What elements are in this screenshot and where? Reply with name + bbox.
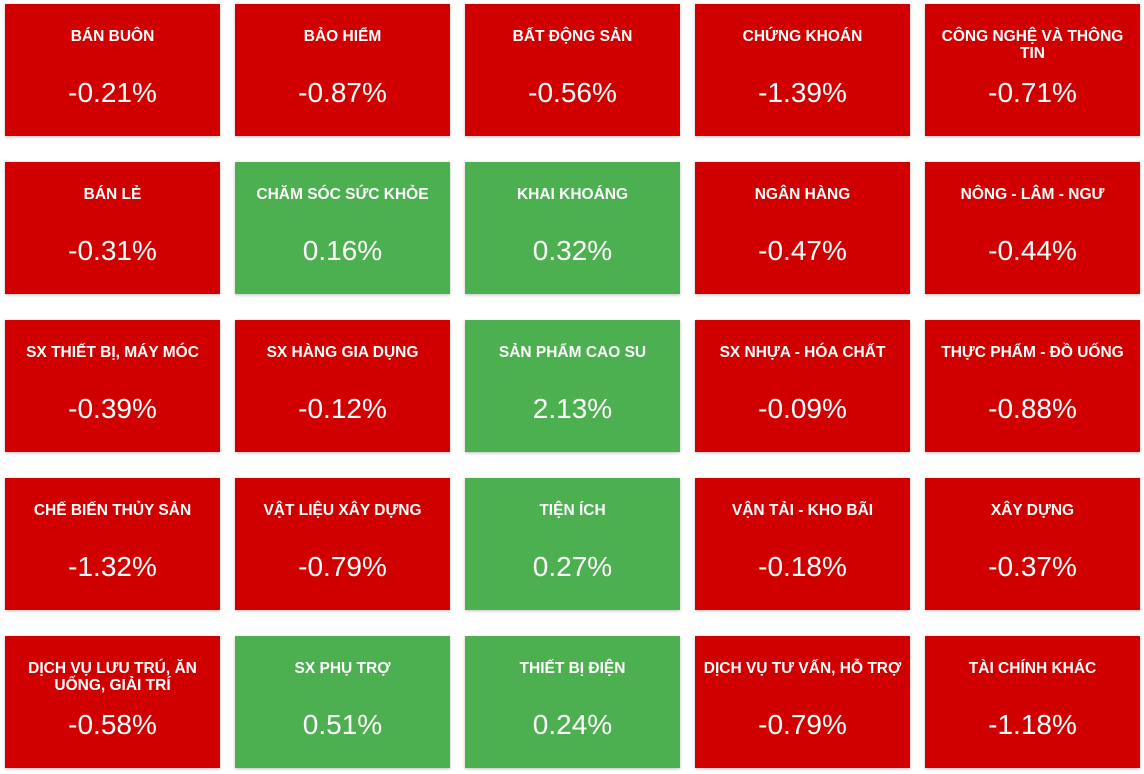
sector-name: THỰC PHẨM - ĐỒ UỐNG	[941, 344, 1124, 361]
sector-name: CÔNG NGHỆ VÀ THÔNG TIN	[941, 28, 1124, 62]
sector-tile[interactable]: CHỨNG KHOÁN -1.39%	[695, 4, 910, 136]
sector-name: SX PHỤ TRỢ	[294, 660, 391, 677]
sector-change-value: -0.12%	[298, 393, 387, 424]
sector-name: XÂY DỰNG	[990, 502, 1075, 519]
sector-name: VẬT LIỆU XÂY DỰNG	[263, 502, 422, 519]
sector-change-value: -1.39%	[758, 77, 847, 108]
sector-name: BÁN BUÔN	[70, 28, 155, 45]
sector-heatmap-grid: BÁN BUÔN -0.21% BẢO HIỂM -0.87% BẤT ĐỘNG SẢN…	[5, 4, 1140, 768]
sector-name: THIẾT BỊ ĐIỆN	[519, 660, 626, 677]
sector-tile[interactable]: NGÂN HÀNG -0.47%	[695, 162, 910, 294]
sector-change-value: -0.88%	[988, 393, 1077, 424]
sector-name: CHĂM SÓC SỨC KHỎE	[256, 186, 429, 203]
sector-tile[interactable]: SX HÀNG GIA DỤNG -0.12%	[235, 320, 450, 452]
sector-name: SX NHỰA - HÓA CHẤT	[719, 344, 886, 361]
sector-tile[interactable]: SX PHỤ TRỢ 0.51%	[235, 636, 450, 768]
sector-tile[interactable]: XÂY DỰNG -0.37%	[925, 478, 1140, 610]
sector-tile[interactable]: DỊCH VỤ LƯU TRÚ, ĂN UỐNG, GIẢI TRÍ -0.58%	[5, 636, 220, 768]
sector-tile[interactable]: TIỆN ÍCH 0.27%	[465, 478, 680, 610]
sector-tile[interactable]: NÔNG - LÂM - NGƯ -0.44%	[925, 162, 1140, 294]
sector-name: DỊCH VỤ TƯ VẤN, HỖ TRỢ	[703, 660, 902, 677]
sector-name: SX THIẾT BỊ, MÁY MÓC	[26, 344, 199, 361]
sector-name: CHẾ BIẾN THỦY SẢN	[33, 502, 192, 519]
sector-change-value: 0.27%	[532, 551, 613, 582]
sector-name: TÀI CHÍNH KHÁC	[968, 660, 1097, 677]
sector-tile[interactable]: SẢN PHẨM CAO SU 2.13%	[465, 320, 680, 452]
sector-tile[interactable]: CHĂM SÓC SỨC KHỎE 0.16%	[235, 162, 450, 294]
sector-tile[interactable]: BẢO HIỂM -0.87%	[235, 4, 450, 136]
sector-change-value: -1.32%	[68, 551, 157, 582]
sector-change-value: -0.09%	[758, 393, 847, 424]
sector-change-value: -0.21%	[68, 77, 157, 108]
sector-name: BẢO HIỂM	[303, 28, 382, 45]
sector-change-value: 0.24%	[532, 709, 613, 740]
sector-change-value: -0.31%	[68, 235, 157, 266]
sector-name: SẢN PHẨM CAO SU	[498, 344, 647, 361]
sector-change-value: -0.39%	[68, 393, 157, 424]
sector-tile[interactable]: DỊCH VỤ TƯ VẤN, HỖ TRỢ -0.79%	[695, 636, 910, 768]
sector-tile[interactable]: CÔNG NGHỆ VÀ THÔNG TIN -0.71%	[925, 4, 1140, 136]
sector-name: VẬN TẢI - KHO BÃI	[731, 502, 874, 519]
sector-tile[interactable]: BẤT ĐỘNG SẢN -0.56%	[465, 4, 680, 136]
sector-name: NÔNG - LÂM - NGƯ	[960, 186, 1105, 203]
sector-change-value: -0.79%	[758, 709, 847, 740]
sector-change-value: -0.58%	[68, 709, 157, 740]
sector-change-value: -0.87%	[298, 77, 387, 108]
sector-name: SX HÀNG GIA DỤNG	[266, 344, 419, 361]
sector-name: DỊCH VỤ LƯU TRÚ, ĂN UỐNG, GIẢI TRÍ	[28, 660, 197, 694]
sector-change-value: 2.13%	[532, 393, 613, 424]
sector-change-value: 0.16%	[302, 235, 383, 266]
sector-name: KHAI KHOÁNG	[516, 186, 629, 203]
sector-tile[interactable]: KHAI KHOÁNG 0.32%	[465, 162, 680, 294]
sector-change-value: -1.18%	[988, 709, 1077, 740]
sector-name: TIỆN ÍCH	[539, 502, 606, 519]
sector-change-value: -0.37%	[988, 551, 1077, 582]
sector-change-value: -0.79%	[298, 551, 387, 582]
sector-tile[interactable]: CHẾ BIẾN THỦY SẢN -1.32%	[5, 478, 220, 610]
sector-change-value: -0.71%	[988, 77, 1077, 108]
sector-tile[interactable]: THỰC PHẨM - ĐỒ UỐNG -0.88%	[925, 320, 1140, 452]
sector-name: BẤT ĐỘNG SẢN	[512, 28, 633, 45]
sector-tile[interactable]: SX NHỰA - HÓA CHẤT -0.09%	[695, 320, 910, 452]
sector-tile[interactable]: VẬN TẢI - KHO BÃI -0.18%	[695, 478, 910, 610]
sector-change-value: 0.32%	[532, 235, 613, 266]
sector-tile[interactable]: BÁN BUÔN -0.21%	[5, 4, 220, 136]
sector-tile[interactable]: THIẾT BỊ ĐIỆN 0.24%	[465, 636, 680, 768]
sector-change-value: 0.51%	[302, 709, 383, 740]
sector-change-value: -0.56%	[528, 77, 617, 108]
sector-change-value: -0.18%	[758, 551, 847, 582]
sector-change-value: -0.44%	[988, 235, 1077, 266]
sector-tile[interactable]: VẬT LIỆU XÂY DỰNG -0.79%	[235, 478, 450, 610]
sector-tile[interactable]: BÁN LẺ -0.31%	[5, 162, 220, 294]
sector-name: BÁN LẺ	[83, 186, 142, 203]
sector-name: NGÂN HÀNG	[754, 186, 851, 203]
sector-tile[interactable]: TÀI CHÍNH KHÁC -1.18%	[925, 636, 1140, 768]
sector-tile[interactable]: SX THIẾT BỊ, MÁY MÓC -0.39%	[5, 320, 220, 452]
sector-name: CHỨNG KHOÁN	[742, 28, 863, 45]
sector-change-value: -0.47%	[758, 235, 847, 266]
